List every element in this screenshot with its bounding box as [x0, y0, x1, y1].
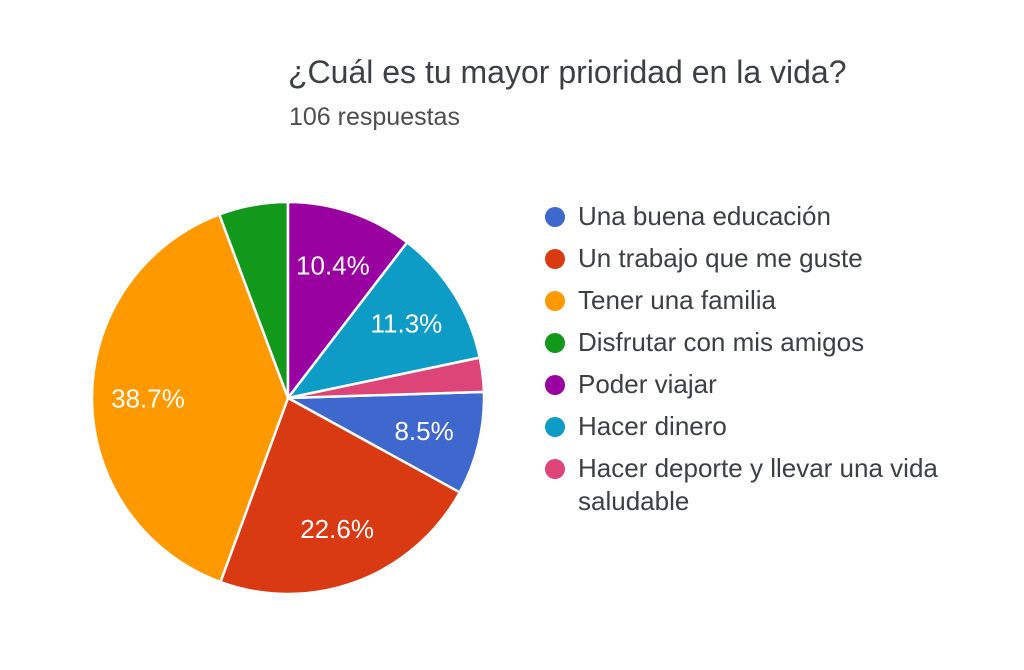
pie-chart: 8.5% 22.6% 38.7% 10.4%11.3% — [90, 200, 486, 596]
legend-color-dot — [545, 416, 565, 437]
legend-item: Un trabajo que me guste — [545, 242, 970, 275]
legend-label: Disfrutar con mis amigos — [578, 327, 865, 357]
legend-label: Tener una familia — [578, 285, 776, 315]
pie-slice-label: 8.5% — [394, 416, 453, 446]
legend-item: Hacer deporte y llevar una vida saludabl… — [545, 452, 970, 518]
legend-item: Una buena educación — [545, 200, 970, 233]
pie-slice-2[interactable] — [219, 396, 462, 596]
legend-item: Tener una familia — [545, 284, 970, 317]
response-count: 106 respuestas — [289, 103, 460, 131]
legend-color-dot — [545, 374, 565, 395]
legend: Una buena educación Un trabajo que me gu… — [545, 200, 970, 527]
legend-color-dot — [545, 206, 565, 227]
pie-slice-label: 11.3% — [371, 309, 443, 339]
legend-label: Un trabajo que me guste — [578, 243, 863, 273]
pie-slice-label: 22.6% — [300, 514, 374, 544]
legend-item: Poder viajar — [545, 368, 970, 401]
pie-slice-label: 38.7% — [111, 384, 185, 414]
legend-color-dot — [545, 458, 565, 479]
pie-slice-3[interactable] — [90, 213, 290, 584]
legend-item: Hacer dinero — [545, 410, 970, 443]
legend-color-dot — [545, 248, 565, 269]
chart-title: ¿Cuál es tu mayor prioridad en la vida? — [288, 54, 847, 90]
pie-slice-6[interactable] — [286, 241, 482, 400]
pie-slice-5[interactable] — [286, 200, 409, 400]
pie-slice-label: 10.4% — [296, 251, 370, 281]
legend-color-dot — [545, 290, 565, 311]
legend-label: Hacer deporte y llevar una vida saludabl… — [578, 453, 938, 516]
pie-slice-1[interactable] — [286, 390, 486, 494]
legend-item: Disfrutar con mis amigos — [545, 326, 970, 359]
pie-slice-7[interactable] — [286, 356, 486, 400]
legend-label: Una buena educación — [578, 201, 831, 231]
legend-label: Hacer dinero — [578, 411, 727, 441]
legend-color-dot — [545, 332, 565, 353]
legend-label: Poder viajar — [578, 369, 717, 399]
